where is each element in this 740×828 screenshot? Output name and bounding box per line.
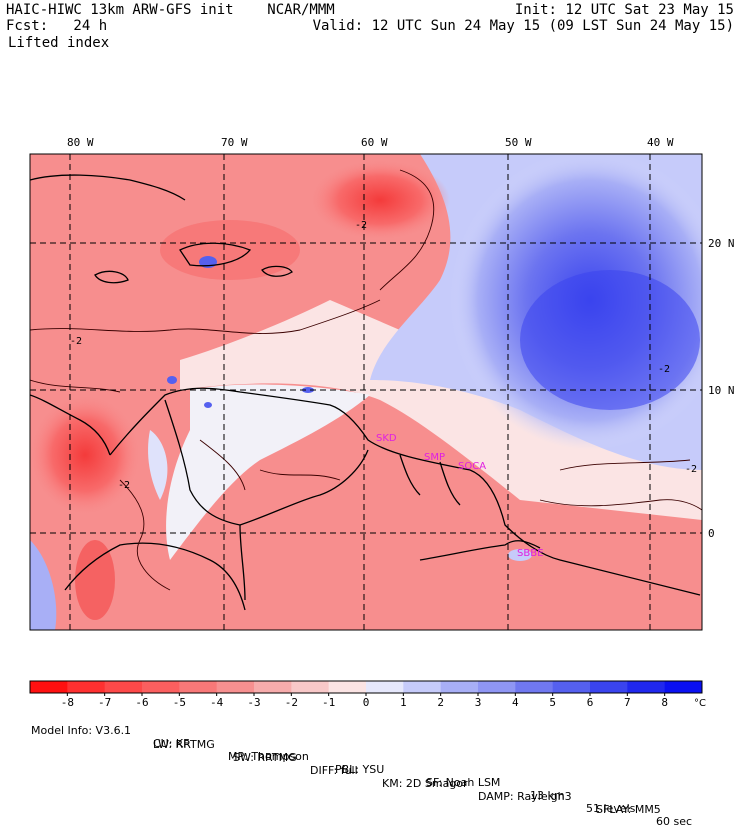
colorbar-tick: -6 [135,696,148,709]
station-sbbe: SBBE [517,548,543,559]
longitude-label: 70 W [221,136,248,149]
station-soca: SOCA [458,461,486,472]
diff-option: DIFF: full [310,764,358,777]
colorbar-tick: -8 [61,696,74,709]
colorbar-swatch [30,681,68,693]
km-option: KM: 2D Smagor [382,777,468,790]
colorbar-tick: 0 [363,696,370,709]
longitude-label: 80 W [67,136,94,149]
station-skd: SKD [376,433,397,444]
longitude-label: 50 W [505,136,532,149]
longitude-labels: 80 W 70 W 60 W 50 W 40 W [67,136,674,149]
colorbar-swatch [142,681,180,693]
timestep: 60 sec [656,815,693,828]
latitude-label: 10 N [708,384,735,397]
colorbar-tick: -1 [322,696,335,709]
lifted-index-map: 80 W 70 W 60 W 50 W 40 W 20 N 10 N 0 -2 -2 -2 … [29,136,735,709]
title-line: HAIC-HIWC 13km ARW-GFS init NCAR/MMM [6,2,335,18]
forecast-hour: Fcst: 24 h [6,18,108,34]
colorbar-swatch [478,681,516,693]
lat-lon-grid [30,154,702,630]
colorbar-swatch [291,681,330,693]
footer-line-2: LW: RRTMG SW: RRTMG DIFF: full KM: 2D Sm… [0,725,740,816]
colorbar-swatch [216,681,255,693]
colorbar-tick: 3 [475,696,482,709]
latitude-labels: 20 N 10 N 0 [708,237,735,540]
colorbar-swatch [627,681,666,693]
contour-label: -2 [118,480,130,491]
contour-label: -2 [685,464,697,475]
colorbar-swatch [440,681,479,693]
contour-label: -2 [658,364,670,375]
model-info: Model Info: V3.6.1 [31,724,132,737]
colorbar-swatch [67,681,106,693]
damp-option: DAMP: Rayleigh3 [478,790,572,803]
colorbar-tick-labels: -8 -7 -6 -5 -4 -3 -2 -1 0 1 2 3 4 5 6 7 8 [61,696,668,709]
colorbar-tick: 8 [661,696,668,709]
map-frame [29,153,703,631]
init-time: Init: 12 UTC Sat 23 May 15 [514,2,734,18]
colorbar-tick: -7 [98,696,111,709]
colorbar-swatch [328,681,367,693]
colorbar-tick: 4 [512,696,519,709]
station-labels: SKD SMP SOCA SBBE [376,433,543,559]
valid-time: Valid: 12 UTC Sun 24 May 15 (09 LST Sun … [312,18,734,34]
latitude-label: 0 [708,527,715,540]
colorbar [29,680,703,696]
contour-value-labels: -2 -2 -2 -2 -2 [70,220,697,491]
colorbar-tick: 2 [437,696,444,709]
colorbar-swatch [179,681,218,693]
colorbar-tick: 5 [549,696,556,709]
colorbar-swatch [552,681,591,693]
colorbar-unit: °C [694,698,706,709]
colorbar-tick: -5 [173,696,186,709]
colorbar-swatch [104,681,143,693]
contour-label: -2 [70,336,82,347]
latitude-label: 20 N [708,237,735,250]
shaded-field [30,154,702,630]
colorbar-swatch [590,681,628,693]
colorbar-tick: 1 [400,696,407,709]
colorbar-swatch [403,681,442,693]
longitude-label: 60 W [361,136,388,149]
colorbar-tick: -4 [210,696,224,709]
colorbar-tick: -3 [247,696,260,709]
contour-label: -2 [355,220,367,231]
field-name: Lifted index [8,35,110,51]
coastlines [30,174,701,611]
colorbar-swatch [254,681,292,693]
sflay-option: SFLAY: MM5 [596,803,661,816]
longitude-label: 40 W [647,136,674,149]
colorbar-swatch [366,681,404,693]
colorbar-swatch [664,681,703,693]
colorbar-tick: 7 [624,696,631,709]
colorbar-swatch [515,681,554,693]
colorbar-tick: 6 [587,696,594,709]
colorbar-tick: -2 [285,696,298,709]
sw-scheme: SW: RRTMG [233,751,297,764]
station-smp: SMP [424,452,445,463]
